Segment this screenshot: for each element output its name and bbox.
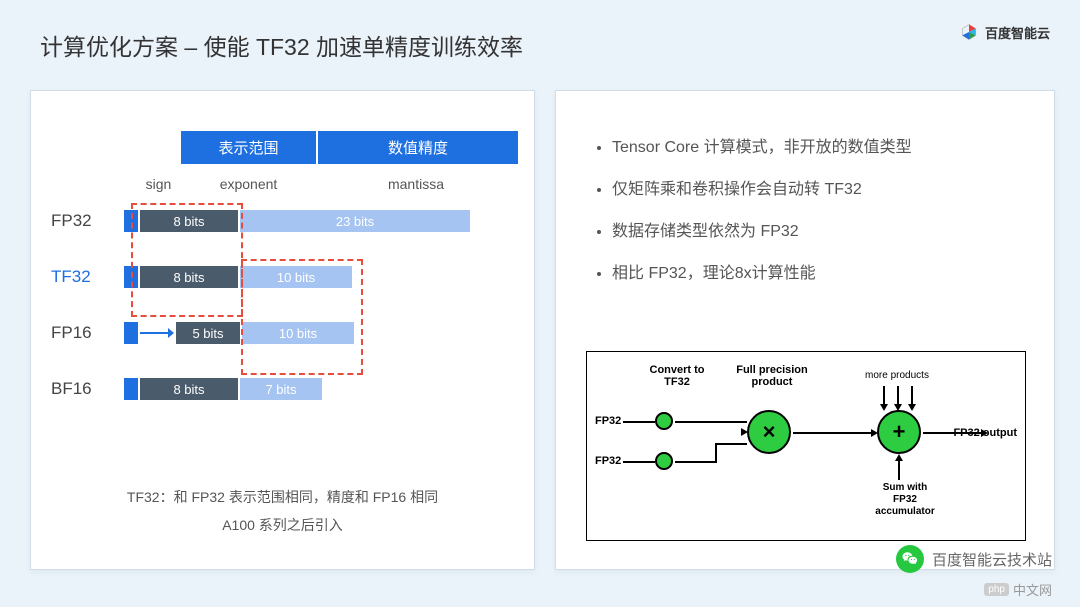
fp32-input-label: FP32 [595, 455, 621, 467]
list-item: 数据存储类型依然为 FP32 [612, 220, 1034, 244]
wechat-icon [896, 545, 924, 573]
add-node-icon: + [877, 410, 921, 454]
exponent-bits: 8 bits [140, 378, 238, 400]
page-title: 计算优化方案 – 使能 TF32 加速单精度训练效率 [40, 28, 523, 62]
more-products-label: more products [857, 370, 937, 381]
sign-bit [124, 322, 138, 344]
mantissa-bits: 23 bits [240, 210, 470, 232]
footer-line1: TF32：和 FP32 表示范围相同，精度和 FP16 相同 [31, 483, 534, 511]
format-comparison-panel: 表示范围 数值精度 sign exponent mantissa FP32 8 … [30, 90, 535, 570]
logo-icon [959, 22, 979, 42]
highlight-box-exponent [131, 203, 243, 317]
sum-label: Sum withFP32accumulator [865, 482, 945, 518]
full-precision-label: Full precisionproduct [727, 364, 817, 388]
format-table: 表示范围 数值精度 sign exponent mantissa FP32 8 … [51, 131, 521, 404]
range-header: 表示范围 [181, 131, 316, 164]
brand-logo: 百度智能云 [959, 22, 1050, 42]
multiply-node-icon: × [747, 410, 791, 454]
precision-header: 数值精度 [318, 131, 518, 164]
arrow-right-icon [140, 322, 174, 344]
fp32-input-label: FP32 [595, 415, 621, 427]
convert-label: Convert toTF32 [642, 364, 712, 388]
convert-node-icon [655, 452, 673, 470]
list-item: 仅矩阵乘和卷积操作会自动转 TF32 [612, 178, 1034, 202]
highlight-box-mantissa [241, 259, 363, 375]
mantissa-label: mantissa [316, 176, 516, 192]
footer-text: TF32：和 FP32 表示范围相同，精度和 FP16 相同 A100 系列之后… [31, 483, 534, 539]
footer-line2: A100 系列之后引入 [31, 511, 534, 539]
row-name-fp16: FP16 [51, 323, 116, 343]
wechat-watermark: 百度智能云技术站 [896, 545, 1052, 573]
details-panel: Tensor Core 计算模式，非开放的数值类型 仅矩阵乘和卷积操作会自动转 … [555, 90, 1055, 570]
sign-bit [124, 378, 138, 400]
convert-node-icon [655, 412, 673, 430]
logo-text: 百度智能云 [985, 23, 1050, 42]
sign-label: sign [136, 176, 181, 192]
list-item: 相比 FP32，理论8x计算性能 [612, 262, 1034, 286]
row-name-tf32: TF32 [51, 267, 116, 287]
wechat-watermark-text: 百度智能云技术站 [932, 549, 1052, 570]
php-badge: php [984, 583, 1009, 596]
list-item: Tensor Core 计算模式，非开放的数值类型 [612, 136, 1034, 160]
site-watermark: php 中文网 [984, 580, 1052, 599]
row-name-fp32: FP32 [51, 211, 116, 231]
table-row: FP32 8 bits 23 bits [51, 206, 521, 236]
row-name-bf16: BF16 [51, 379, 116, 399]
tf32-flow-diagram: Convert toTF32 Full precisionproduct mor… [586, 351, 1026, 541]
exponent-bits: 5 bits [176, 322, 240, 344]
site-watermark-text: 中文网 [1013, 580, 1052, 599]
table-row: BF16 8 bits 7 bits [51, 374, 521, 404]
mantissa-bits: 7 bits [240, 378, 322, 400]
exponent-label: exponent [181, 176, 316, 192]
bullet-list: Tensor Core 计算模式，非开放的数值类型 仅矩阵乘和卷积操作会自动转 … [596, 136, 1034, 304]
